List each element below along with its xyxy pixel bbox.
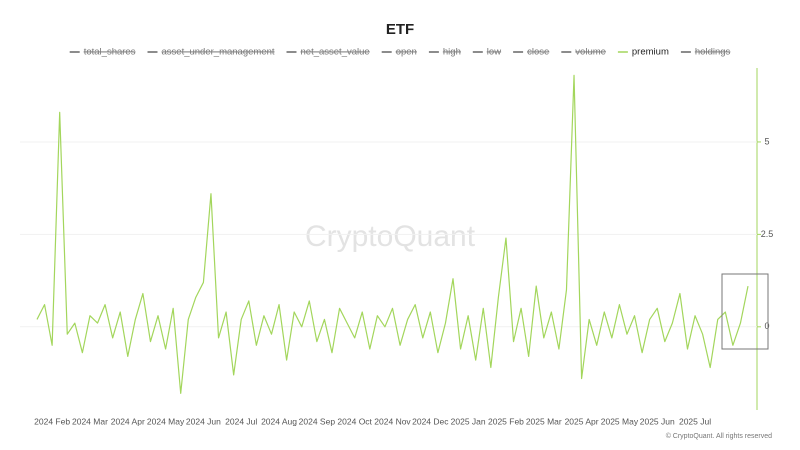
watermark: CryptoQuant <box>305 220 476 253</box>
x-tick-label: 2025 Mar <box>526 416 562 426</box>
legend-item[interactable]: total_shares <box>69 47 136 58</box>
x-tick-label: 2024 Apr <box>111 416 145 426</box>
legend-item[interactable]: net_asset_value <box>286 47 370 58</box>
x-tick-label: 2024 Feb <box>34 416 70 426</box>
chart-title: ETF <box>386 21 414 38</box>
legend-label: premium <box>632 47 669 58</box>
x-tick-label: 2024 Aug <box>261 416 297 426</box>
footer: © CryptoQuant. All rights reserved <box>666 432 772 440</box>
x-tick-label: 2024 Oct <box>337 416 372 426</box>
y-tick-label: 2.5 <box>761 229 774 239</box>
x-tick-label: 2024 Jul <box>225 416 257 426</box>
x-tick-label: 2024 Jun <box>186 416 221 426</box>
legend-item[interactable]: holdings <box>680 47 731 58</box>
legend-item[interactable]: asset_under_management <box>147 47 275 58</box>
x-tick-label: 2024 May <box>147 416 185 426</box>
legend-item[interactable]: volume <box>561 47 606 58</box>
legend: total_shares asset_under_management net_as… <box>69 47 731 58</box>
legend-item[interactable]: premium <box>617 47 669 58</box>
y-tick-label: 5 <box>764 136 769 146</box>
highlight-box <box>721 273 769 350</box>
x-tick-label: 2024 Sep <box>299 416 336 426</box>
legend-item[interactable]: high <box>428 47 461 58</box>
x-tick-label: 2025 Apr <box>565 416 599 426</box>
x-tick-label: 2024 Dec <box>412 416 449 426</box>
x-tick-label: 2025 Jan <box>451 416 486 426</box>
premium-line <box>36 74 749 394</box>
x-tick-label: 2025 Jul <box>679 416 711 426</box>
legend-item[interactable]: close <box>513 47 550 58</box>
x-tick-label: 2025 May <box>601 416 639 426</box>
legend-item[interactable]: low <box>472 47 501 58</box>
x-tick-label: 2025 Jun <box>640 416 675 426</box>
x-tick-label: 2024 Mar <box>72 416 108 426</box>
x-tick-label: 2025 Feb <box>488 416 524 426</box>
legend-item[interactable]: open <box>381 47 417 58</box>
x-tick-label: 2024 Nov <box>374 416 411 426</box>
y-tick-label: 0 <box>764 321 769 331</box>
